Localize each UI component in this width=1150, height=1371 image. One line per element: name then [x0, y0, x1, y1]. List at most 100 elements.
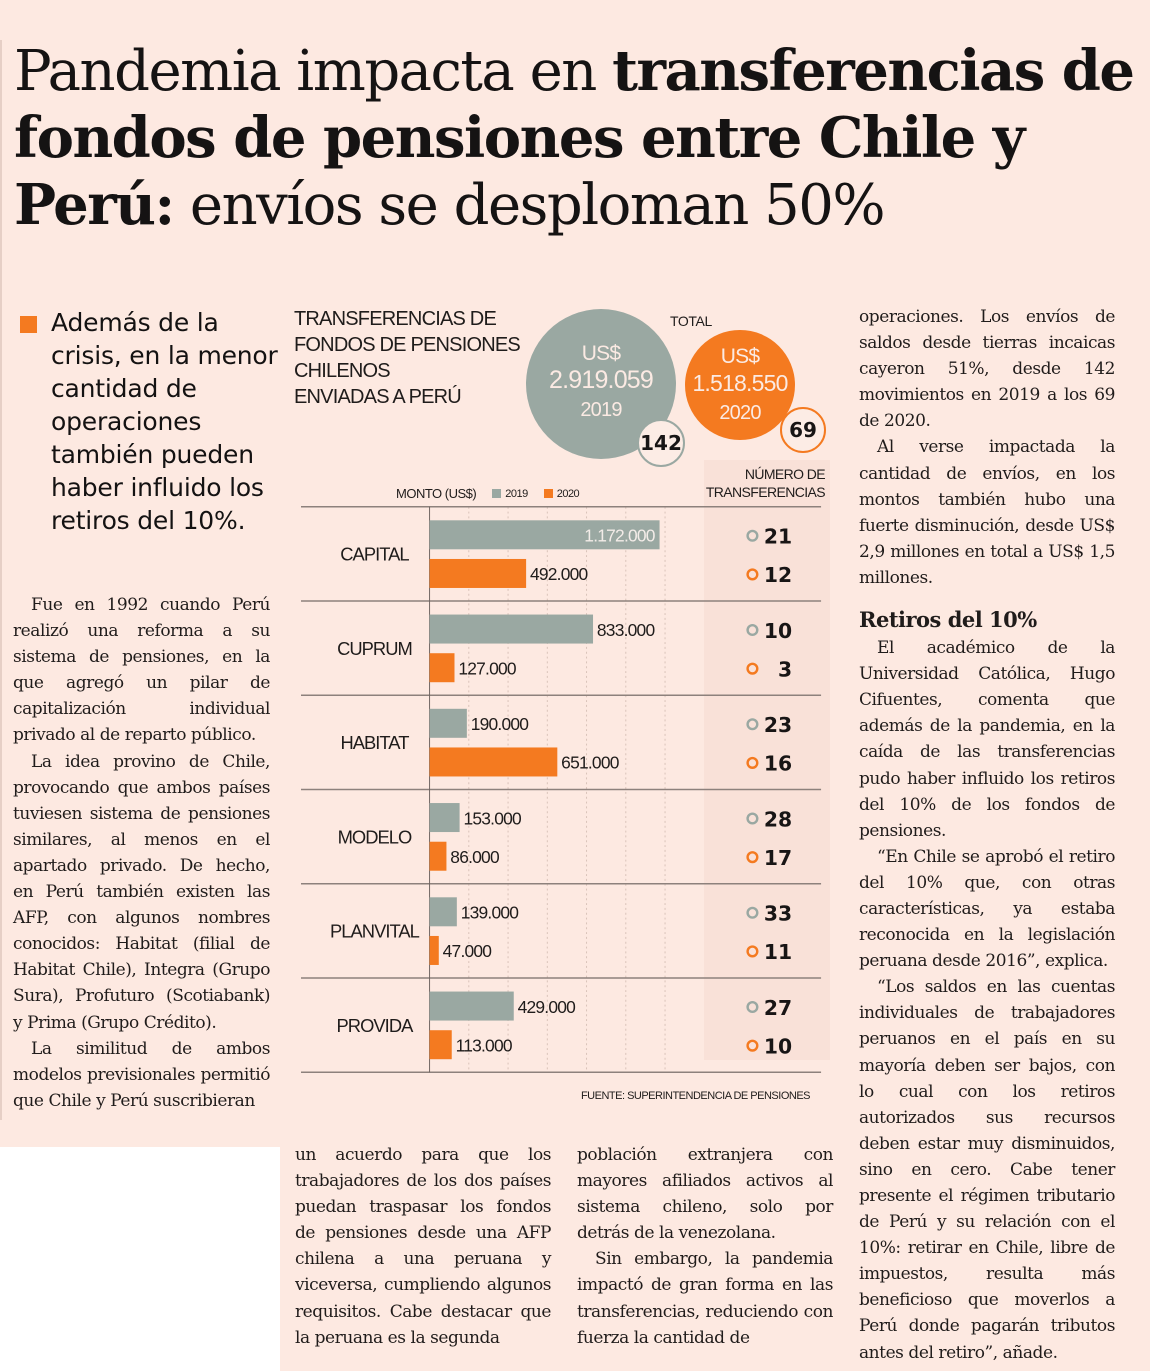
- category-label: HABITAT: [340, 732, 409, 753]
- total-year: 2019: [580, 399, 622, 421]
- paragraph: Fue en 1992 cuando Perú realizó una refo…: [13, 595, 270, 746]
- paragraph: Sin embargo, la pandemia impactó de gran…: [577, 1249, 833, 1348]
- bar-2020: [429, 558, 527, 588]
- transfer-count-label: 33: [764, 902, 792, 926]
- bar-value-label: 113.000: [456, 1035, 512, 1055]
- transfer-count-label: 12: [764, 563, 792, 587]
- bar-2020: [429, 1030, 452, 1060]
- category-label: CAPITAL: [340, 544, 409, 565]
- column-rule: [0, 40, 2, 1120]
- bar-value-label: 492.000: [530, 564, 588, 584]
- pullquote-text: Además de la crisis, en la menor cantida…: [51, 308, 278, 535]
- headline: Pandemia impacta en transferencias de fo…: [14, 38, 1135, 239]
- total-label: TOTAL: [670, 313, 712, 329]
- transfer-count-label: 17: [764, 846, 792, 870]
- bar-value-label: 153.000: [463, 808, 521, 828]
- orange-square-bullet-icon: [20, 316, 37, 333]
- infographic-title: TRANSFERENCIAS DE FONDOS DE PENSIONES CH…: [294, 306, 521, 410]
- count-marker-icon: [746, 568, 759, 581]
- paragraph: población extranjera con mayores afiliad…: [577, 1145, 833, 1244]
- paragraph: operaciones. Los envíos de saldos desde …: [859, 307, 1115, 432]
- total-amount: 1.518.550: [692, 370, 788, 396]
- title-line: TRANSFERENCIAS DE: [294, 308, 497, 330]
- total-amount: 2.919.059: [548, 366, 654, 394]
- page-margin: [0, 1147, 280, 1371]
- category-label: PLANVITAL: [330, 921, 420, 942]
- count-marker-icon: [746, 906, 759, 919]
- total-count-2019: 142: [637, 419, 685, 467]
- paragraph: La similitud de ambos modelos previsiona…: [13, 1038, 270, 1111]
- transfer-count-label: 3: [778, 657, 792, 681]
- total-count-2020: 69: [780, 407, 826, 453]
- bar-2020: [429, 935, 439, 965]
- paragraph: El académico de la Universidad Católica,…: [859, 638, 1115, 841]
- bar-2020: [429, 841, 447, 871]
- chart-legend: MONTO (US$) 2019 2020: [396, 486, 580, 501]
- total-year: 2020: [719, 402, 761, 424]
- count-column-header: NÚMERO DE TRANSFERENCIAS: [705, 466, 826, 500]
- article-column-3: población extranjera con mayores afiliad…: [577, 1142, 833, 1351]
- category-label: MODELO: [338, 826, 412, 847]
- category-label: CUPRUM: [337, 638, 412, 659]
- article-column-2: un acuerdo para que los trabajadores de …: [295, 1142, 551, 1351]
- bar-value-label: 139.000: [461, 903, 519, 923]
- subheading: Retiros del 10%: [859, 607, 1037, 633]
- count-marker-icon: [746, 718, 759, 731]
- bar-value-label: 833.000: [597, 620, 655, 640]
- bar-2019: [429, 991, 514, 1021]
- article-column-1: Fue en 1992 cuando Perú realizó una refo…: [13, 592, 270, 1114]
- title-line: ENVIADAS A PERÚ: [294, 386, 462, 408]
- transfer-count-label: 21: [764, 525, 792, 549]
- pullquote: Además de la crisis, en la menor cantida…: [20, 306, 280, 537]
- headline-part-2: transferencias de fondos de pensiones en…: [14, 38, 1135, 238]
- bar-2020: [429, 653, 455, 683]
- paragraph: “Los saldos en las cuentas individuales …: [859, 977, 1115, 1363]
- paragraph: “En Chile se aprobó el retiro del 10% qu…: [859, 846, 1115, 972]
- transfer-count-label: 28: [764, 807, 792, 831]
- count-marker-icon: [746, 851, 759, 864]
- currency-label: US$: [720, 345, 760, 368]
- transfer-count-label: 16: [764, 752, 792, 776]
- legend-item-2019: 2019: [492, 488, 528, 500]
- bar-value-label: 190.000: [471, 714, 529, 734]
- legend-swatch-2019: [492, 489, 502, 498]
- total-bubble-2020: US$ 1.518.550 2020: [685, 330, 795, 440]
- legend-swatch-2020: [543, 489, 553, 498]
- paragraph: Al verse impactada la cantidad de envíos…: [859, 437, 1115, 588]
- headline-part-3: envíos se desploman 50%: [173, 173, 886, 238]
- bar-value-label: 429.000: [518, 997, 576, 1017]
- paragraph: un acuerdo para que los trabajadores de …: [295, 1145, 551, 1348]
- bar-chart: CAPITAL 1.172.000 21 492.000 12 CUPRUM 833.000…: [301, 506, 822, 1073]
- currency-label: US$: [581, 342, 621, 365]
- bar-value-label: 651.000: [561, 753, 619, 773]
- bar-value-label: 1.172.000: [584, 526, 655, 546]
- count-marker-icon: [746, 529, 759, 542]
- title-line: FONDOS DE PENSIONES: [294, 334, 521, 356]
- bar-2019: [429, 897, 457, 927]
- transfer-count-label: 27: [764, 996, 792, 1020]
- source-note: FUENTE: SUPERINTENDENCIA DE PENSIONES: [580, 1090, 811, 1102]
- infographic: TRANSFERENCIAS DE FONDOS DE PENSIONES CH…: [292, 300, 832, 1115]
- bar-2019: [429, 520, 660, 550]
- count-column-background: [704, 460, 830, 1060]
- bar-value-label: 86.000: [450, 847, 499, 867]
- transfer-count-label: 11: [764, 940, 792, 964]
- count-marker-icon: [746, 1000, 759, 1014]
- count-marker-icon: [746, 623, 759, 637]
- count-marker-icon: [746, 756, 759, 769]
- count-marker-icon: [746, 1039, 759, 1052]
- bar-2019: [429, 803, 460, 833]
- count-marker-icon: [746, 812, 759, 825]
- legend-item-2020: 2020: [543, 488, 580, 500]
- headline-part-1: Pandemia impacta en: [14, 39, 613, 104]
- bar-2019: [429, 614, 594, 644]
- count-marker-icon: [746, 945, 759, 958]
- paragraph: La idea provino de Chile, provocando que…: [13, 751, 270, 1033]
- bar-2020: [429, 747, 558, 777]
- bar-value-label: 47.000: [443, 941, 492, 961]
- transfer-count-label: 23: [764, 713, 792, 737]
- axis-label: MONTO (US$): [396, 486, 477, 501]
- title-line: CHILENOS: [294, 360, 391, 382]
- bar-value-label: 127.000: [458, 658, 516, 678]
- transfer-count-label: 10: [764, 1034, 792, 1058]
